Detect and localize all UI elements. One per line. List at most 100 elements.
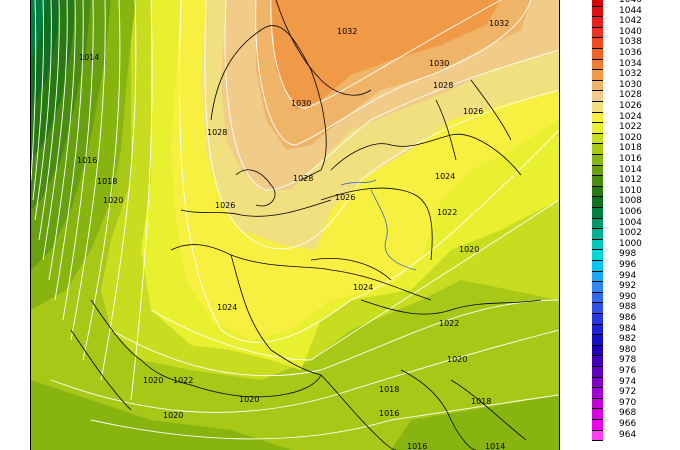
legend-swatch: [592, 80, 603, 92]
legend-label: 992: [619, 281, 637, 292]
legend-swatch: [592, 59, 603, 71]
legend-swatch: [592, 239, 603, 251]
legend-swatch: [592, 112, 603, 124]
legend-label: 978: [619, 355, 637, 366]
isobar-label: 1018: [379, 385, 399, 394]
legend-swatch: [592, 292, 603, 304]
legend-swatch: [592, 133, 603, 145]
legend-label: 1022: [619, 122, 642, 133]
legend-label: 1030: [619, 79, 642, 90]
legend-label: 1036: [619, 48, 642, 58]
isobar-label: 1024: [217, 303, 237, 312]
legend-swatch: [592, 27, 603, 39]
isobar-labels: 1032 1032 1030 1030 1028 1026 1028 1028 1024 1026…: [77, 19, 509, 450]
isobar-label: 1022: [437, 208, 457, 217]
river: [370, 189, 417, 271]
legend-label: 986: [619, 313, 637, 323]
legend-label: 976: [619, 366, 637, 376]
legend-swatch: [592, 208, 603, 219]
isobar-label: 1030: [429, 59, 449, 68]
legend-entry: 988: [592, 302, 680, 314]
legend-label: 1024: [619, 111, 642, 122]
legend-swatch: [592, 282, 603, 293]
legend-entry: 1028: [592, 90, 680, 102]
isobar-label: 1032: [489, 19, 509, 28]
legend-entry: 970: [592, 398, 680, 410]
legend-swatch: [592, 398, 603, 410]
legend-entry: 1002: [592, 228, 680, 240]
legend-swatch: [592, 123, 603, 134]
legend-swatch: [592, 250, 603, 261]
legend-swatch: [592, 218, 603, 230]
isobar-label: 1024: [353, 283, 373, 292]
isobar-label: 1026: [335, 193, 355, 202]
field-1016-sw: [31, 380, 291, 450]
legend-swatch: [592, 356, 603, 367]
isobar-label: 1020: [143, 376, 163, 385]
legend-entry: 1042: [592, 16, 680, 28]
legend-swatch: [592, 197, 603, 208]
legend-swatch: [592, 186, 603, 198]
legend-swatch: [592, 144, 603, 155]
pressure-map: 1032 1032 1030 1030 1028 1026 1028 1028 1024 1026…: [30, 0, 560, 450]
legend-swatch: [592, 303, 603, 314]
legend-swatch: [592, 155, 603, 166]
legend-label: 1042: [619, 16, 642, 27]
legend-label: 994: [619, 270, 637, 281]
legend-entry: 1024: [592, 111, 680, 124]
legend-entry: 1018: [592, 143, 680, 155]
isobar-label: 1014: [485, 442, 505, 450]
legend-swatch: [592, 6, 603, 18]
legend-entry: 1030: [592, 79, 680, 92]
isobar-label: 1024: [435, 172, 455, 181]
isobar-label: 1028: [293, 174, 313, 183]
legend-entry: 1044: [592, 6, 680, 18]
legend-label: 1004: [619, 217, 642, 228]
legend-swatch: [592, 377, 603, 389]
legend-label: 1010: [619, 185, 642, 196]
isobar-label: 1028: [207, 128, 227, 137]
isobar-label: 1020: [163, 411, 183, 420]
legend-label: 1034: [619, 58, 642, 69]
isobar-label: 1022: [173, 376, 193, 385]
isobar-label: 1014: [79, 53, 99, 62]
legend-label: 984: [619, 323, 637, 334]
legend-entry: 978: [592, 355, 680, 367]
legend-label: 1018: [619, 143, 642, 154]
legend-label: 1014: [619, 164, 642, 175]
legend-label: 972: [619, 387, 637, 398]
legend-entry: 1010: [592, 185, 680, 198]
legend-label: 988: [619, 302, 637, 313]
legend-entry: 972: [592, 387, 680, 399]
legend-entry: 1008: [592, 196, 680, 208]
legend-swatch: [592, 388, 603, 399]
legend-entry: 976: [592, 366, 680, 378]
isobar-label: 1020: [239, 395, 259, 404]
isobar-label: 1026: [215, 201, 235, 210]
legend-entry: 1020: [592, 133, 680, 145]
legend-entry: 994: [592, 270, 680, 283]
legend-label: 996: [619, 260, 637, 270]
legend-entry: 1000: [592, 239, 680, 251]
river-2: [340, 179, 377, 186]
legend-entry: 980: [592, 345, 680, 357]
legend-label: 982: [619, 334, 637, 345]
legend-label: 1008: [619, 196, 642, 207]
legend-entry: 1014: [592, 164, 680, 177]
legend-label: 1038: [619, 37, 642, 48]
legend-label: 1006: [619, 207, 642, 217]
isobar-label: 1018: [97, 177, 117, 186]
legend-entry: 984: [592, 323, 680, 336]
legend-label: 1028: [619, 90, 642, 101]
legend-swatch: [592, 176, 603, 187]
legend-entry: 1012: [592, 175, 680, 187]
legend-swatch: [592, 70, 603, 81]
legend-swatch: [592, 261, 603, 272]
legend-entry: 966: [592, 419, 680, 431]
legend-label: 1026: [619, 101, 642, 111]
legend-swatch: [592, 367, 603, 378]
coastlines: [70, 0, 542, 450]
legend-entry: 1006: [592, 207, 680, 219]
isobar-label: 1026: [463, 107, 483, 116]
isobar-label: 1018: [471, 397, 491, 406]
